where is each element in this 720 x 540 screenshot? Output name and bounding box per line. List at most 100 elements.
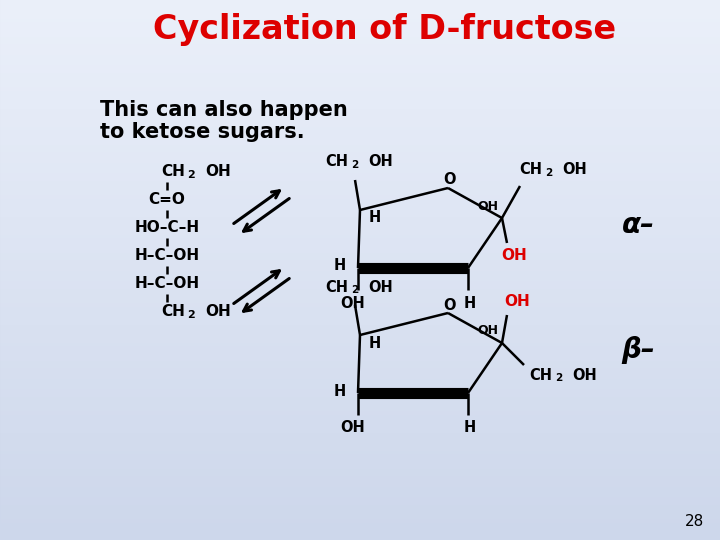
Bar xyxy=(0,81,720,82)
Bar xyxy=(0,62,720,63)
Bar xyxy=(0,496,720,497)
Bar xyxy=(0,6,720,7)
Bar xyxy=(0,22,720,23)
Bar xyxy=(0,206,720,207)
Bar xyxy=(0,235,720,236)
Bar xyxy=(0,480,720,481)
Bar xyxy=(0,20,720,21)
Bar xyxy=(0,534,720,535)
Bar xyxy=(0,216,720,217)
Text: This can also happen: This can also happen xyxy=(100,100,348,120)
Bar xyxy=(0,380,720,381)
Bar xyxy=(0,471,720,472)
Bar xyxy=(0,491,720,492)
Bar xyxy=(0,226,720,227)
Bar xyxy=(0,113,720,114)
Bar xyxy=(0,279,720,280)
Text: 28: 28 xyxy=(685,515,705,530)
Bar xyxy=(0,147,720,148)
Bar xyxy=(0,85,720,86)
Bar xyxy=(0,387,720,388)
Bar xyxy=(0,332,720,333)
Bar xyxy=(0,437,720,438)
Bar xyxy=(0,346,720,347)
Bar xyxy=(0,394,720,395)
Bar xyxy=(0,303,720,304)
Text: OH: OH xyxy=(205,305,230,320)
Bar xyxy=(0,300,720,301)
Bar xyxy=(0,230,720,231)
Bar xyxy=(0,404,720,405)
Bar xyxy=(0,374,720,375)
Bar xyxy=(0,278,720,279)
Text: C=O: C=O xyxy=(148,192,186,207)
Bar xyxy=(0,105,720,106)
Bar xyxy=(0,151,720,152)
Text: OH: OH xyxy=(562,163,587,178)
Bar xyxy=(0,257,720,258)
Bar xyxy=(0,7,720,8)
Bar xyxy=(0,13,720,14)
Bar xyxy=(0,457,720,458)
Bar xyxy=(0,258,720,259)
Bar xyxy=(0,475,720,476)
Bar xyxy=(0,34,720,35)
Bar xyxy=(0,88,720,89)
Bar xyxy=(0,366,720,367)
Bar xyxy=(0,306,720,307)
Bar xyxy=(0,60,720,61)
Bar xyxy=(0,220,720,221)
Bar xyxy=(0,325,720,326)
Bar xyxy=(0,159,720,160)
Bar xyxy=(0,46,720,47)
Bar xyxy=(0,84,720,85)
Bar xyxy=(0,137,720,138)
Bar xyxy=(0,101,720,102)
Bar xyxy=(0,425,720,426)
Bar xyxy=(0,299,720,300)
Bar xyxy=(0,182,720,183)
Bar xyxy=(0,329,720,330)
Bar xyxy=(0,417,720,418)
Text: H: H xyxy=(464,295,476,310)
Bar xyxy=(0,293,720,294)
Bar xyxy=(0,186,720,187)
Bar xyxy=(0,102,720,103)
Bar xyxy=(0,146,720,147)
Bar xyxy=(0,464,720,465)
Bar xyxy=(0,215,720,216)
Bar xyxy=(0,152,720,153)
Bar xyxy=(0,157,720,158)
Bar xyxy=(0,312,720,313)
Text: H–C–OH: H–C–OH xyxy=(135,276,199,292)
Text: CH: CH xyxy=(161,305,185,320)
Bar xyxy=(0,103,720,104)
Bar xyxy=(0,158,720,159)
Bar xyxy=(0,363,720,364)
Bar xyxy=(0,201,720,202)
Bar xyxy=(0,289,720,290)
Bar xyxy=(0,430,720,431)
Bar xyxy=(0,144,720,145)
Bar xyxy=(0,322,720,323)
Bar xyxy=(0,408,720,409)
Bar xyxy=(0,94,720,95)
Bar xyxy=(0,307,720,308)
Bar xyxy=(0,0,720,1)
Bar xyxy=(0,169,720,170)
Text: Cyclization of D-fructose: Cyclization of D-fructose xyxy=(153,14,616,46)
Bar xyxy=(0,96,720,97)
Bar xyxy=(0,275,720,276)
Bar xyxy=(0,512,720,513)
Bar xyxy=(0,288,720,289)
Bar xyxy=(0,64,720,65)
Bar xyxy=(0,170,720,171)
Text: OH: OH xyxy=(477,199,498,213)
Bar xyxy=(0,192,720,193)
Bar xyxy=(0,11,720,12)
Bar xyxy=(0,160,720,161)
Bar xyxy=(0,150,720,151)
Bar xyxy=(0,478,720,479)
Bar xyxy=(0,36,720,37)
Bar xyxy=(0,184,720,185)
